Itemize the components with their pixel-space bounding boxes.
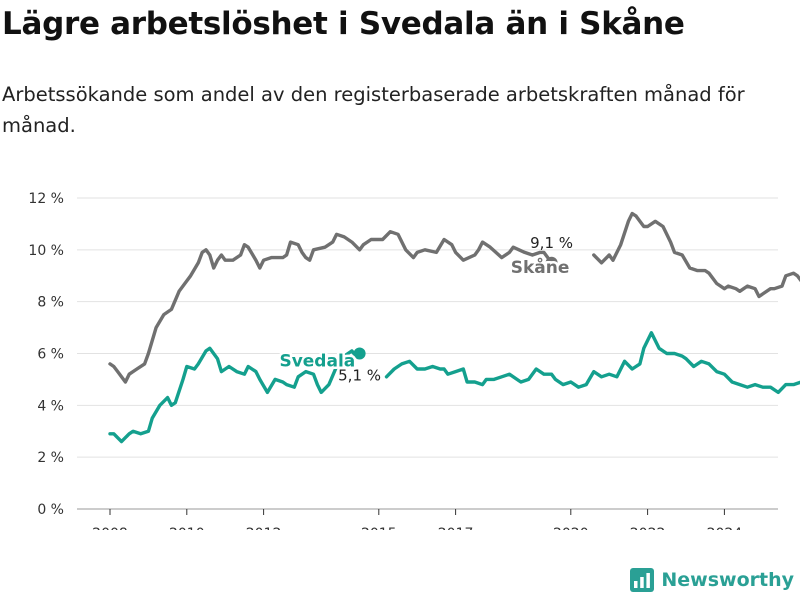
y-tick-label: 8 % (37, 295, 64, 311)
series-label: Svedala (279, 351, 355, 371)
x-tick-label: 2022 (630, 526, 666, 530)
series-annotations: 9,1 % 5,1 % Skåne Svedala (277, 234, 573, 385)
end-value-label: 5,1 % (338, 367, 381, 385)
newsworthy-logo[interactable]: Newsworthy (630, 568, 794, 592)
x-tick-label: 2010 (169, 526, 205, 530)
series-label: Skåne (511, 256, 570, 278)
chart-title: Lägre arbetslöshet i Svedala än i Skåne (2, 6, 685, 42)
chart-subtitle: Arbetssökande som andel av den registerb… (2, 83, 745, 137)
brand-name: Newsworthy (661, 569, 794, 591)
end-point-marker (353, 347, 366, 360)
series-line-svedala (384, 331, 800, 395)
end-value-label: 9,1 % (530, 234, 573, 252)
y-axis-tick-labels: 0 % 2 % 4 % 6 % 8 % 10 % 12 % (28, 191, 64, 518)
series-line-skane (108, 230, 554, 384)
x-tick-label: 2008 (92, 526, 128, 530)
x-tick-label: 2020 (553, 526, 589, 530)
y-tick-label: 4 % (37, 398, 64, 414)
x-tick-label: 2024 (707, 526, 743, 530)
y-tick-label: 0 % (37, 502, 64, 518)
x-tick-label: 2012 (246, 526, 282, 530)
y-tick-label: 12 % (28, 191, 64, 207)
y-tick-label: 2 % (37, 450, 64, 466)
bar-chart-logo-icon (630, 568, 655, 592)
series-lines (108, 211, 800, 444)
series-line-svedala (108, 346, 362, 444)
y-tick-label: 10 % (28, 243, 64, 259)
line-chart: 0 % 2 % 4 % 6 % 8 % 10 % 12 % 2008 2010 2012 2015… (28, 191, 800, 530)
x-tick-label: 2015 (361, 526, 397, 530)
y-tick-label: 6 % (37, 347, 64, 363)
end-point-marker (545, 256, 558, 269)
series-line-skane (592, 211, 800, 299)
x-axis: 2008 2010 2012 2015 2017 2020 2022 2024 (92, 509, 742, 530)
x-tick-label: 2017 (438, 526, 474, 530)
